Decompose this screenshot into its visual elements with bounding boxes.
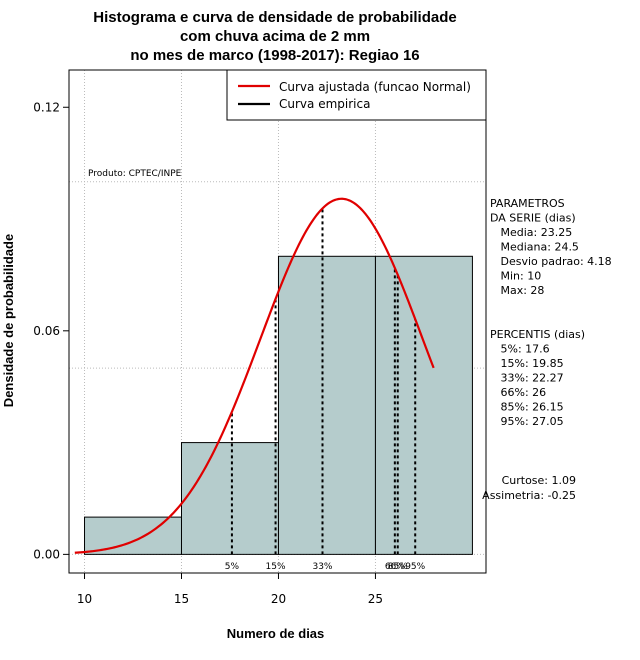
- stats-line-0: Curtose: 1.09: [502, 474, 576, 487]
- legend-label-empirical: Curva empirica: [279, 97, 370, 111]
- normal-curve-group: Produto: CPTEC/INPE: [74, 169, 435, 554]
- percentile-label-5: 95%: [405, 562, 425, 572]
- percentis-block-line-1: 5%: 17.6: [490, 343, 550, 356]
- histogram-bar-1: [180, 442, 279, 555]
- percentis-block-line-2: 15%: 19.85: [490, 357, 564, 370]
- y-axis-title: Densidade de probabilidade: [1, 234, 16, 407]
- stats-line-1: Assimetria: -0.25: [482, 489, 576, 502]
- product-label: Produto: CPTEC/INPE: [88, 169, 182, 179]
- percentis-block-line-3: 33%: 22.27: [490, 372, 564, 385]
- title-line-0: Histograma e curva de densidade de proba…: [93, 9, 456, 26]
- side-panel: PARAMETROS DA SERIE (dias) Media: 23.25 M…: [482, 197, 611, 502]
- percentile-label-1: 15%: [266, 562, 286, 572]
- x-tick-label-1: 15: [174, 592, 189, 606]
- parameters-block-line-1: DA SERIE (dias): [490, 212, 576, 225]
- axes: 10 15 20 25 0.00 0.06 0.12 Numero de dias Densid…: [1, 100, 383, 641]
- histogram-bar-3: [374, 255, 473, 555]
- percentis-block-line-0: PERCENTIS (dias): [490, 328, 585, 341]
- parameters-block-line-4: Desvio padrao: 4.18: [490, 255, 612, 268]
- normal-curve: [74, 197, 435, 554]
- x-tick-label-2: 20: [271, 592, 286, 606]
- parameters-block: PARAMETROS DA SERIE (dias) Media: 23.25 M…: [490, 197, 612, 297]
- histogram-bars: [84, 255, 473, 555]
- parameters-block-line-5: Min: 10: [490, 270, 541, 283]
- legend: Curva ajustada (funcao Normal) Curva empi…: [226, 69, 487, 121]
- histogram-bar-2: [277, 255, 376, 555]
- y-tick-label-2: 0.12: [33, 100, 60, 114]
- x-tick-label-3: 25: [368, 592, 383, 606]
- percentis-block: PERCENTIS (dias) 5%: 17.6 15%: 19.85 33%…: [490, 328, 585, 428]
- x-tick-label-0: 10: [77, 592, 92, 606]
- percentis-block-line-5: 85%: 26.15: [490, 401, 564, 414]
- percentile-label-2: 33%: [312, 562, 332, 572]
- stats-block: Curtose: 1.09 Assimetria: -0.25: [482, 474, 576, 502]
- y-tick-label-1: 0.06: [33, 324, 60, 338]
- percentile-lines: 5% 15% 33% 66%85%95%: [225, 208, 426, 572]
- percentile-label-3: 66%: [385, 562, 405, 572]
- chart-title: Histograma e curva de densidade de proba…: [93, 9, 456, 64]
- legend-box: [226, 69, 487, 121]
- parameters-block-line-6: Max: 28: [490, 284, 544, 297]
- percentis-block-line-4: 66%: 26: [490, 386, 546, 399]
- x-axis-title: Numero de dias: [227, 626, 325, 641]
- parameters-block-line-2: Media: 23.25: [490, 226, 572, 239]
- legend-label-normal: Curva ajustada (funcao Normal): [279, 80, 471, 94]
- percentile-label-0: 5%: [225, 562, 240, 572]
- percentis-block-line-6: 95%: 27.05: [490, 415, 564, 428]
- parameters-block-line-0: PARAMETROS: [490, 197, 565, 210]
- percentile-label-4: 85%: [388, 562, 408, 572]
- parameters-block-line-3: Mediana: 24.5: [490, 241, 579, 254]
- title-line-1: com chuva acima de 2 mm: [180, 28, 370, 45]
- title-line-2: no mes de marco (1998-2017): Regiao 16: [130, 47, 419, 64]
- y-tick-label-0: 0.00: [33, 547, 60, 561]
- histogram-bar-0: [84, 516, 182, 555]
